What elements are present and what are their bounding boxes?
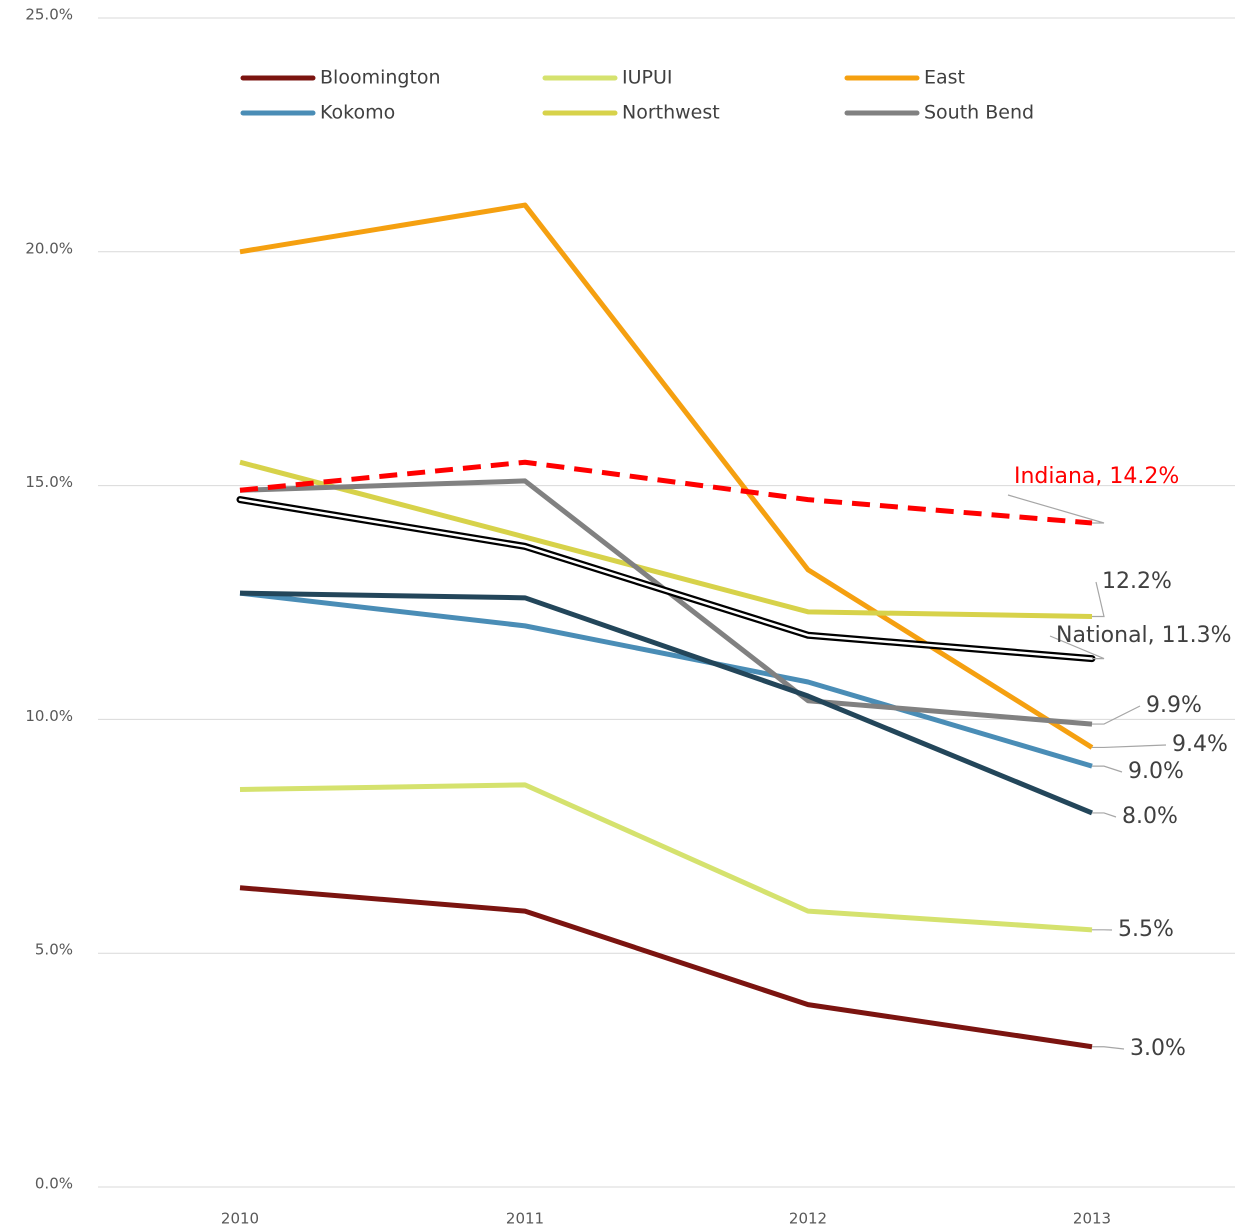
- x-tick-label: 2011: [506, 1210, 544, 1228]
- value-label: 3.0%: [1130, 1036, 1186, 1061]
- leader-line: [1092, 705, 1141, 725]
- value-label: National, 11.3%: [1056, 623, 1232, 648]
- x-tick-label: 2013: [1073, 1210, 1111, 1228]
- legend-label: Northwest: [622, 102, 720, 124]
- series-line: [239, 459, 1093, 526]
- series-line: [239, 590, 1093, 816]
- value-label: 8.0%: [1122, 804, 1178, 829]
- leader-line: [1092, 744, 1167, 749]
- leader-line: [1092, 1046, 1125, 1050]
- value-label: 5.5%: [1118, 917, 1174, 942]
- y-tick-label: 0.0%: [35, 1175, 73, 1193]
- leader-line: [1049, 635, 1105, 660]
- leader-line: [1007, 494, 1105, 524]
- y-tick-label: 20.0%: [25, 239, 73, 257]
- legend-label: Kokomo: [320, 102, 395, 124]
- leader-line: [1092, 812, 1117, 818]
- value-label: 12.2%: [1102, 569, 1172, 594]
- series-line: [239, 782, 1093, 933]
- series-line: [239, 590, 1093, 769]
- series-line: [239, 459, 1093, 620]
- value-label: 9.9%: [1146, 693, 1202, 718]
- series-line-inner: [238, 498, 1094, 660]
- value-label: Indiana, 14.2%: [1014, 464, 1179, 489]
- leader-line: [1092, 765, 1123, 773]
- legend-label: Bloomington: [320, 67, 441, 89]
- x-tick-label: 2010: [221, 1210, 259, 1228]
- value-label: 9.0%: [1128, 759, 1184, 784]
- series-line: [239, 202, 1094, 750]
- series-line: [236, 496, 1096, 663]
- series-line: [239, 885, 1093, 1050]
- legend-label: IUPUI: [622, 67, 672, 89]
- legend-label: South Bend: [924, 102, 1034, 124]
- x-tick-label: 2012: [789, 1210, 827, 1228]
- y-tick-label: 10.0%: [25, 707, 73, 725]
- value-label: 9.4%: [1172, 732, 1228, 757]
- legend-label: East: [924, 67, 965, 89]
- y-tick-label: 25.0%: [25, 6, 73, 24]
- y-tick-label: 15.0%: [25, 473, 73, 491]
- y-tick-label: 5.0%: [35, 941, 73, 959]
- leader-line: [1092, 581, 1105, 618]
